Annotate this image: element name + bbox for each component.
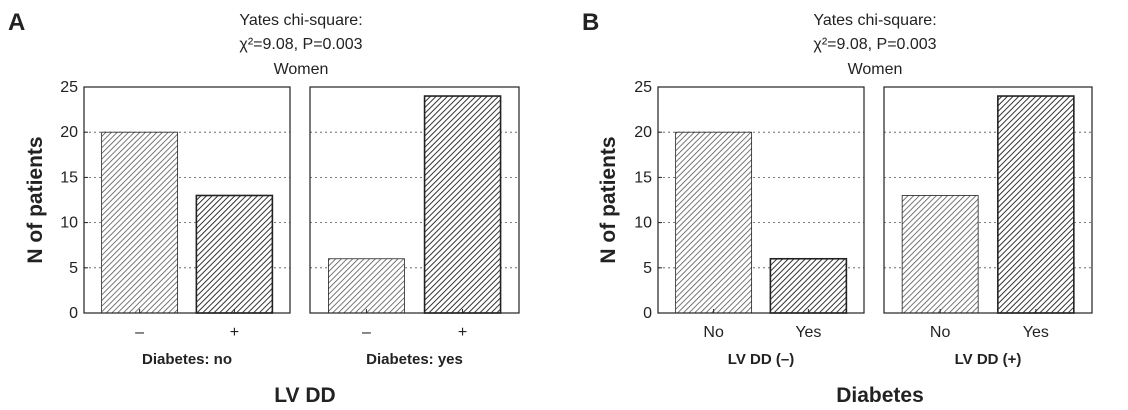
panel-b-letter: B [582, 9, 599, 36]
panel-b: B Yates chi-square: χ²=9.08, P=0.003 Wom… [582, 9, 1093, 407]
panel-b-title-line-2: χ²=9.08, P=0.003 [813, 36, 936, 53]
group-label: LV DD (–) [728, 351, 794, 368]
y-tick-label: 25 [634, 79, 652, 96]
x-tick-label: No [703, 324, 724, 341]
x-tick-label: + [458, 324, 467, 341]
x-tick-label: No [930, 324, 951, 341]
bar [101, 131, 179, 314]
y-tick-label: 15 [60, 169, 78, 186]
x-tick-label: + [230, 324, 239, 341]
y-tick-label: 10 [634, 215, 652, 232]
panel-b-y-axis-label: N of patients [597, 136, 620, 263]
panel-a-x-axis-label: LV DD [274, 384, 335, 407]
panel-a-letter: A [8, 9, 25, 36]
x-tick-label: Yes [1023, 324, 1049, 341]
panel-a: A Yates chi-square: χ²=9.08, P=0.003 Wom… [8, 9, 520, 407]
subplot-frame [83, 86, 291, 314]
x-tick-label: – [362, 324, 371, 341]
bar [901, 195, 979, 314]
x-tick-label: Yes [795, 324, 821, 341]
subplot-2: – + Diabetes: yes [309, 86, 520, 368]
y-tick-label: 15 [634, 169, 652, 186]
y-tick-label: 25 [60, 79, 78, 96]
group-label: Diabetes: yes [366, 351, 463, 368]
y-tick-label: 0 [69, 305, 78, 322]
y-tick-label: 0 [643, 305, 652, 322]
y-tick-label: 5 [69, 260, 78, 277]
group-label: Diabetes: no [142, 351, 232, 368]
panel-b-x-axis-label: Diabetes [836, 384, 924, 407]
panel-a-title-line-1: Yates chi-square: [239, 12, 362, 29]
panel-a-plot-area: – + Diabetes: no 0 5 10 15 20 25 – + Diabetes: yes [60, 79, 520, 368]
panel-b-title-line-1: Yates chi-square: [813, 12, 936, 29]
bar [328, 258, 405, 314]
bar [423, 95, 502, 314]
panel-a-title-line-3: Women [274, 61, 329, 78]
y-tick-label: 10 [60, 215, 78, 232]
x-tick-label: – [135, 324, 144, 341]
bar [769, 257, 848, 314]
bar [195, 194, 274, 314]
panel-a-y-axis-label: N of patients [24, 136, 47, 263]
bar [997, 95, 1075, 314]
subplot-frame [657, 86, 865, 314]
y-tick-label: 20 [634, 124, 652, 141]
y-tick-label: 5 [643, 260, 652, 277]
subplot-frame [883, 86, 1093, 314]
subplot-frame [309, 86, 520, 314]
y-tick-label: 20 [60, 124, 78, 141]
bar [675, 131, 753, 314]
subplot-1: – + Diabetes: no 0 5 10 15 20 25 [60, 79, 291, 368]
panel-b-title-line-3: Women [848, 61, 903, 78]
panel-a-title-line-2: χ²=9.08, P=0.003 [239, 36, 362, 53]
group-label: LV DD (+) [955, 351, 1022, 368]
